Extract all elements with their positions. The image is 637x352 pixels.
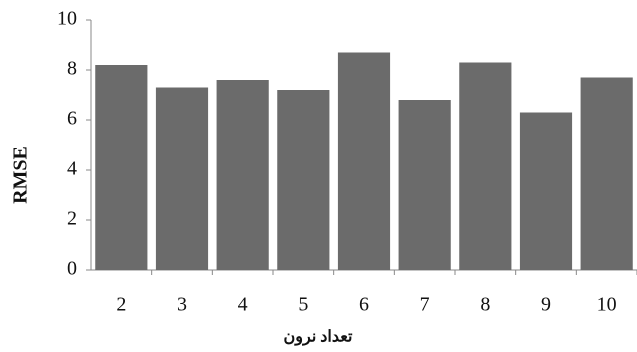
x-tick-label: 7 [420,294,430,316]
y-tick-label: 10 [57,8,77,30]
bar [217,80,269,270]
bar [156,88,208,271]
y-tick-label: 2 [67,208,77,230]
bar [277,90,329,270]
x-tick-label: 9 [541,294,551,316]
bar [581,78,633,271]
x-tick-label: 10 [597,294,617,316]
y-axis-label: RMSE [10,146,32,204]
chart: تعداد نرون RMSE 0 2 4 6 8 10 2 3 4 5 6 7 8 9 10 [0,0,637,352]
x-tick-label: 3 [177,294,187,316]
y-tick-label: 8 [67,58,77,80]
x-axis-label: تعداد نرون [284,329,353,347]
bar [399,100,451,270]
y-tick-label: 4 [67,158,77,180]
bar [520,113,572,271]
bar [459,63,511,271]
x-tick-label: 6 [359,294,369,316]
x-tick-label: 8 [480,294,490,316]
x-tick-label: 2 [116,294,126,316]
y-tick-label: 0 [67,258,77,280]
y-tick-label: 6 [67,108,77,130]
bar [338,53,390,271]
bar [95,65,147,270]
x-tick-label: 4 [238,294,248,316]
x-tick-label: 5 [298,294,308,316]
